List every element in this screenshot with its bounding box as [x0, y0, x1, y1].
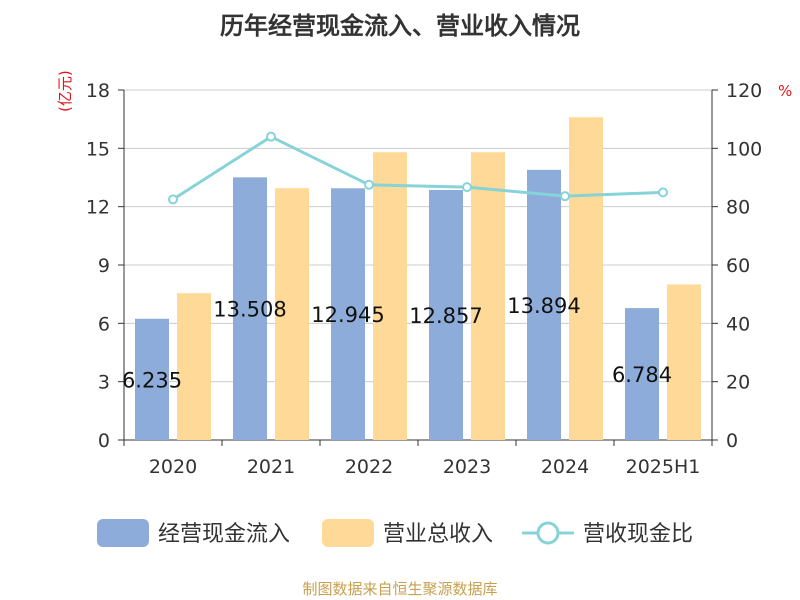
line-point-cash-ratio	[462, 182, 472, 193]
bar-data-label: 13.894	[507, 294, 580, 318]
bar-revenue	[569, 117, 603, 440]
x-axis-tick-label: 2021	[247, 456, 295, 478]
bar-revenue	[275, 188, 309, 440]
bar-cash-inflow	[429, 190, 463, 440]
bar-revenue	[667, 284, 701, 440]
bar-revenue	[373, 152, 407, 440]
bar-cash-inflow	[233, 177, 267, 440]
bar-revenue	[177, 293, 211, 440]
left-axis-tick-label: 9	[98, 255, 110, 277]
line-point-cash-ratio	[168, 194, 178, 205]
legend-label-cash-ratio: 营收现金比	[583, 522, 693, 547]
right-axis-tick-label: 0	[726, 430, 738, 452]
x-axis-tick-label: 2023	[443, 456, 491, 478]
left-axis-tick-label: 18	[86, 80, 110, 102]
bar-data-label: 12.857	[409, 304, 482, 328]
bar-data-label: 6.235	[122, 368, 182, 392]
right-axis-unit: %	[778, 82, 793, 100]
x-axis-tick-label: 2025H1	[626, 456, 701, 478]
source-note: 制图数据来自恒生聚源数据库	[302, 580, 498, 598]
bar-revenue	[471, 152, 505, 440]
line-cash-ratio	[172, 134, 664, 201]
bar-cash-inflow	[527, 169, 561, 441]
bar-data-label: 13.508	[213, 298, 286, 322]
bar-cash-inflow	[135, 318, 169, 440]
bar-cash-inflow	[331, 188, 365, 440]
left-axis-tick-label: 15	[86, 138, 110, 160]
legend-swatch-cash-inflow	[97, 519, 149, 547]
legend-swatch-revenue	[322, 519, 374, 547]
left-axis-tick-label: 3	[98, 372, 110, 394]
legend-swatch-marker	[536, 521, 560, 545]
line-point-cash-ratio	[266, 131, 276, 142]
line-point-cash-ratio	[560, 191, 570, 202]
x-axis-tick-label: 2020	[149, 456, 197, 478]
line-point-cash-ratio	[658, 187, 668, 198]
bar-data-label: 12.945	[311, 303, 384, 327]
legend-label-revenue: 营业总收入	[383, 522, 493, 547]
x-axis-tick-label: 2024	[541, 456, 589, 478]
right-axis-tick-label: 60	[726, 255, 750, 277]
bar-cash-inflow	[625, 308, 659, 440]
bar-data-label: 6.784	[612, 363, 672, 387]
left-axis-tick-label: 0	[98, 430, 110, 452]
right-axis-tick-label: 40	[726, 313, 750, 335]
right-axis-tick-label: 120	[726, 80, 762, 102]
chart-title: 历年经营现金流入、营业收入情况	[220, 12, 580, 40]
legend-label-cash-inflow: 经营现金流入	[158, 522, 290, 547]
left-axis-tick-label: 12	[86, 197, 110, 219]
line-point-cash-ratio	[364, 179, 374, 190]
x-axis-tick-label: 2022	[345, 456, 393, 478]
right-axis-tick-label: 80	[726, 197, 750, 219]
right-axis-tick-label: 20	[726, 372, 750, 394]
left-axis-tick-label: 6	[98, 313, 110, 335]
right-axis-tick-label: 100	[726, 138, 762, 160]
